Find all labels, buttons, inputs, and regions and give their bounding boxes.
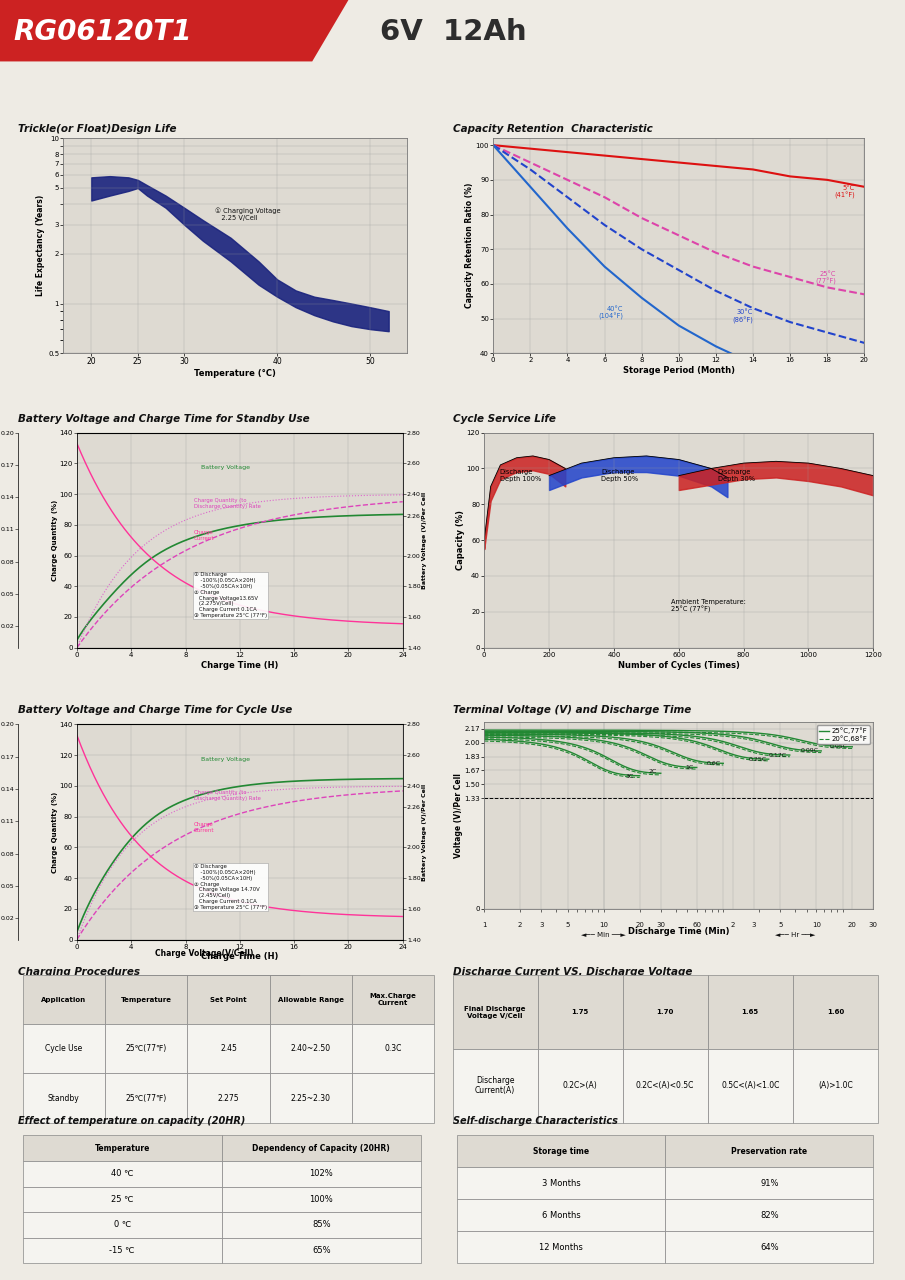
Y-axis label: Life Expectancy (Years): Life Expectancy (Years) bbox=[36, 195, 45, 297]
X-axis label: Charge Time (H): Charge Time (H) bbox=[201, 952, 279, 961]
Y-axis label: Charge Quantity (%): Charge Quantity (%) bbox=[52, 791, 58, 873]
Y-axis label: Capacity (%): Capacity (%) bbox=[456, 511, 465, 570]
Text: Capacity Retention  Characteristic: Capacity Retention Characteristic bbox=[452, 124, 653, 134]
Text: 0.25C: 0.25C bbox=[748, 756, 767, 762]
Text: 5°C
(41°F): 5°C (41°F) bbox=[834, 186, 855, 200]
Battery Voltage bbox=[271, 513, 281, 529]
Text: 3: 3 bbox=[539, 922, 544, 928]
Battery Voltage bbox=[71, 632, 82, 648]
X-axis label: Charge Time (H): Charge Time (H) bbox=[201, 660, 279, 669]
Text: Battery Voltage: Battery Voltage bbox=[201, 756, 250, 762]
X-axis label: Discharge Time (Min): Discharge Time (Min) bbox=[628, 928, 729, 937]
Text: Cycle Service Life: Cycle Service Life bbox=[452, 413, 556, 424]
Text: 3C: 3C bbox=[626, 774, 634, 780]
Text: Charging Procedures: Charging Procedures bbox=[18, 966, 140, 977]
Battery Voltage bbox=[265, 513, 276, 529]
Text: 5: 5 bbox=[778, 922, 783, 928]
Line: Battery Voltage: Battery Voltage bbox=[77, 778, 403, 932]
Text: 60: 60 bbox=[692, 922, 701, 928]
Battery Voltage bbox=[397, 771, 408, 786]
Battery Voltage bbox=[264, 776, 275, 791]
Text: Ambient Temperature:
25°C (77°F): Ambient Temperature: 25°C (77°F) bbox=[671, 599, 746, 613]
Text: Charge Voltage(V/Cell): Charge Voltage(V/Cell) bbox=[155, 948, 253, 957]
Text: 30: 30 bbox=[656, 922, 665, 928]
Text: 0.17C: 0.17C bbox=[768, 753, 786, 758]
Text: 20: 20 bbox=[635, 922, 644, 928]
Text: 5: 5 bbox=[566, 922, 570, 928]
Y-axis label: Charge Quantity (%): Charge Quantity (%) bbox=[52, 499, 58, 581]
Text: Battery Voltage and Charge Time for Standby Use: Battery Voltage and Charge Time for Stan… bbox=[18, 413, 310, 424]
Battery Voltage bbox=[397, 507, 408, 522]
Battery Voltage bbox=[367, 507, 377, 522]
Text: 0.09C: 0.09C bbox=[801, 749, 819, 754]
Text: 2: 2 bbox=[518, 922, 522, 928]
X-axis label: Number of Cycles (Times): Number of Cycles (Times) bbox=[618, 660, 739, 669]
Y-axis label: Capacity Retention Ratio (%): Capacity Retention Ratio (%) bbox=[465, 183, 474, 308]
Text: 30°C
(86°F): 30°C (86°F) bbox=[732, 310, 753, 324]
Text: Discharge Current VS. Discharge Voltage: Discharge Current VS. Discharge Voltage bbox=[452, 966, 692, 977]
Battery Voltage bbox=[72, 631, 83, 646]
Text: Discharge
Depth 100%: Discharge Depth 100% bbox=[500, 470, 541, 483]
Battery Voltage bbox=[72, 922, 83, 937]
X-axis label: Temperature (°C): Temperature (°C) bbox=[195, 369, 276, 378]
Y-axis label: Battery Voltage (V)/Per Cell: Battery Voltage (V)/Per Cell bbox=[422, 492, 427, 589]
Text: 40°C
(104°F): 40°C (104°F) bbox=[598, 306, 623, 320]
Text: 0.6C: 0.6C bbox=[707, 760, 720, 765]
Text: 10: 10 bbox=[599, 922, 608, 928]
Text: Effect of temperature on capacity (20HR): Effect of temperature on capacity (20HR) bbox=[18, 1116, 245, 1126]
Line: Battery Voltage: Battery Voltage bbox=[77, 515, 403, 640]
Text: 30: 30 bbox=[869, 922, 878, 928]
Text: Charge Quantity (to
Discharge Quantity) Rate: Charge Quantity (to Discharge Quantity) … bbox=[195, 790, 261, 801]
Text: 10: 10 bbox=[812, 922, 821, 928]
Text: Discharge
Depth 50%: Discharge Depth 50% bbox=[601, 470, 638, 483]
Text: 6V  12Ah: 6V 12Ah bbox=[380, 18, 527, 46]
Text: 2: 2 bbox=[730, 922, 735, 928]
Y-axis label: Voltage (V)/Per Cell: Voltage (V)/Per Cell bbox=[454, 773, 462, 858]
Text: Charge Quantity (to
Discharge Quantity) Rate: Charge Quantity (to Discharge Quantity) … bbox=[195, 498, 261, 509]
Text: RG06120T1: RG06120T1 bbox=[14, 18, 192, 46]
Text: Discharge
Depth 30%: Discharge Depth 30% bbox=[718, 470, 755, 483]
Text: 3: 3 bbox=[751, 922, 756, 928]
X-axis label: Storage Period (Month): Storage Period (Month) bbox=[623, 366, 735, 375]
Text: Charge
Current: Charge Current bbox=[195, 822, 214, 833]
Battery Voltage bbox=[265, 776, 276, 791]
Text: ① Discharge
    -100%(0.05CA×20H)
    -50%(0.05CA×10H)
② Charge
   Charge Voltag: ① Discharge -100%(0.05CA×20H) -50%(0.05C… bbox=[195, 572, 267, 618]
Battery Voltage bbox=[271, 774, 281, 790]
Text: Trickle(or Float)Design Life: Trickle(or Float)Design Life bbox=[18, 124, 176, 134]
Text: 0.05C: 0.05C bbox=[830, 745, 848, 749]
Text: Terminal Voltage (V) and Discharge Time: Terminal Voltage (V) and Discharge Time bbox=[452, 705, 691, 716]
Text: 25°C
(77°F): 25°C (77°F) bbox=[815, 271, 836, 285]
Battery Voltage bbox=[71, 924, 82, 940]
Text: Charge
Current: Charge Current bbox=[195, 530, 214, 541]
Battery Voltage bbox=[346, 508, 357, 524]
Text: Battery Voltage and Charge Time for Cycle Use: Battery Voltage and Charge Time for Cycl… bbox=[18, 705, 292, 716]
Text: 20: 20 bbox=[848, 922, 857, 928]
Text: ◄── Hr ──►: ◄── Hr ──► bbox=[775, 932, 815, 938]
Text: Self-discharge Characteristics: Self-discharge Characteristics bbox=[452, 1116, 617, 1126]
Text: ① Discharge
    -100%(0.05CA×20H)
    -50%(0.05CA×10H)
② Charge
   Charge Voltag: ① Discharge -100%(0.05CA×20H) -50%(0.05C… bbox=[195, 864, 267, 910]
Text: 2C: 2C bbox=[649, 769, 657, 774]
Y-axis label: Battery Voltage (V)/Per Cell: Battery Voltage (V)/Per Cell bbox=[422, 783, 427, 881]
Polygon shape bbox=[0, 0, 348, 61]
Battery Voltage bbox=[367, 772, 377, 787]
Legend: 25°C,77°F, 20°C,68°F: 25°C,77°F, 20°C,68°F bbox=[816, 726, 870, 745]
Battery Voltage bbox=[264, 513, 275, 529]
Text: ① Charging Voltage
   2.25 V/Cell: ① Charging Voltage 2.25 V/Cell bbox=[214, 207, 281, 220]
Text: Battery Voltage: Battery Voltage bbox=[201, 465, 250, 470]
Text: ◄── Min ──►: ◄── Min ──► bbox=[581, 932, 626, 938]
Battery Voltage bbox=[346, 772, 357, 787]
Text: 1: 1 bbox=[482, 922, 486, 928]
Text: 1C: 1C bbox=[685, 765, 693, 771]
